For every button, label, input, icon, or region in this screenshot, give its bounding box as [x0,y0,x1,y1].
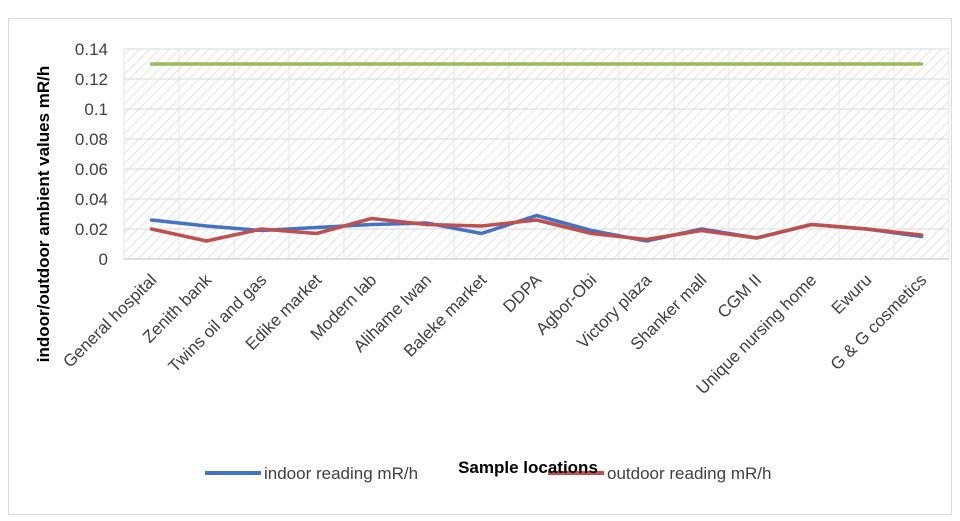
y-tick-label: 0.06 [75,160,108,179]
x-tick-label: G & G cosmetics [827,270,931,374]
legend: indoor reading mR/h outdoor reading mR/h [205,464,771,483]
x-tick-label: General hospital [59,270,160,371]
x-axis-title: Sample locations [458,458,598,477]
y-tick-label: 0.04 [75,190,108,209]
x-tick-label: Twins oil and gas [165,270,271,376]
y-tick-label: 0.1 [84,100,108,119]
y-tick-label: 0.02 [75,220,108,239]
y-tick-label: 0 [99,250,108,269]
y-tick-label: 0.08 [75,130,108,149]
x-tick-label: DDPA [499,270,545,316]
legend-label: outdoor reading mR/h [607,464,771,483]
series-lines [149,62,924,243]
series-line-outdoor [149,216,924,243]
legend-label: indoor reading mR/h [264,464,418,483]
y-tick-label: 0.12 [75,70,108,89]
x-tick-label: Ewuru [828,270,876,318]
x-tick-label: CGM II [714,270,766,322]
y-tick-label: 0.14 [75,40,108,59]
y-axis-ticks: 0 0.02 0.04 0.06 0.08 0.1 0.12 0.14 [75,40,108,269]
plot-area [124,49,949,259]
y-axis-title: indoor/outdoor ambient values mR/h [34,66,53,363]
